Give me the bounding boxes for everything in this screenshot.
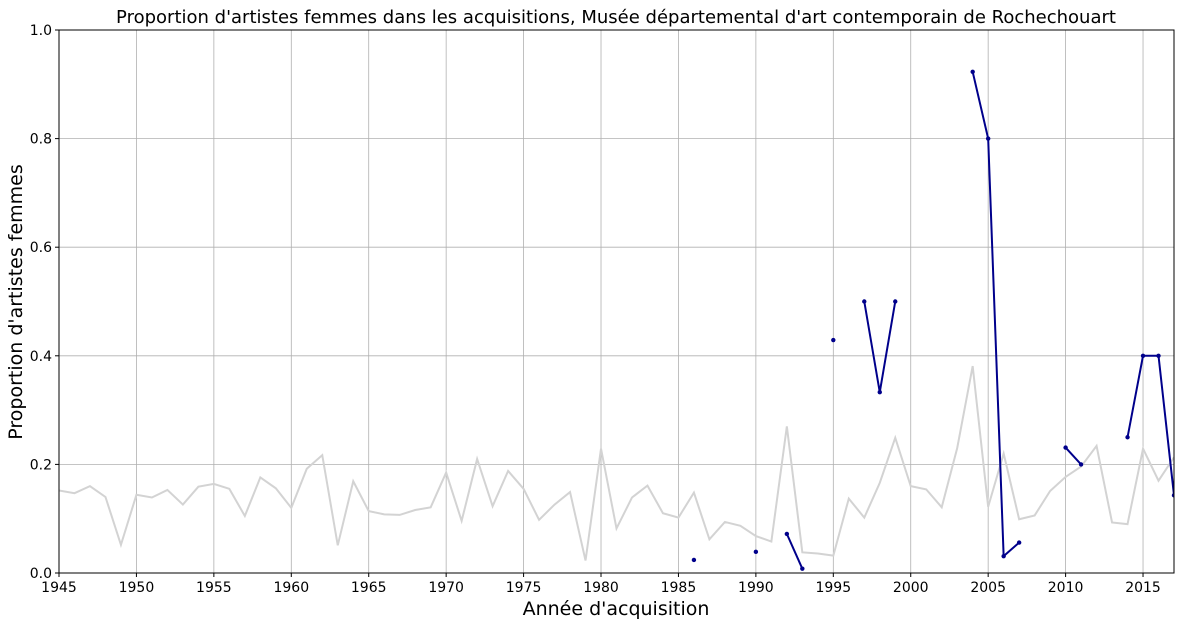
grid — [58, 29, 1174, 574]
x-tick-label: 2000 — [893, 580, 929, 596]
x-tick-label: 1960 — [273, 580, 309, 596]
x-tick-label: 1970 — [428, 580, 464, 596]
data-point — [1016, 540, 1022, 545]
data-point — [1125, 435, 1130, 440]
series-line-segment — [863, 301, 897, 393]
data-point — [893, 299, 898, 304]
data-point — [831, 337, 836, 343]
x-tick-label: 1980 — [583, 580, 619, 596]
plot-area — [59, 69, 1174, 571]
data-point — [1156, 353, 1161, 358]
data-point — [1140, 353, 1146, 358]
y-ticks: 0.0 0.2 0.4 0.6 0.8 1.0 — [30, 23, 59, 582]
x-tick-label: 1985 — [661, 580, 697, 596]
data-point — [1063, 445, 1068, 450]
y-tick-label: 0.6 — [30, 240, 52, 256]
x-tick-label: 1950 — [119, 580, 155, 596]
data-point — [800, 566, 805, 571]
x-tick-label: 1955 — [196, 580, 232, 596]
data-point — [862, 299, 867, 304]
series-line-segment — [971, 71, 1020, 559]
data-point — [1078, 462, 1084, 467]
x-tick-label: 1945 — [41, 580, 77, 596]
series-line-segment — [785, 533, 804, 570]
x-tick-label: 1975 — [506, 580, 542, 596]
data-point — [1001, 553, 1006, 559]
series-line-overall — [59, 365, 1174, 561]
y-tick-label: 1.0 — [30, 23, 52, 39]
x-tick-label: 1965 — [351, 580, 387, 596]
plot-lines — [59, 69, 1174, 571]
data-point — [1171, 493, 1174, 498]
data-point — [970, 69, 975, 75]
x-tick-label: 1990 — [738, 580, 774, 596]
data-point — [784, 531, 790, 537]
y-tick-label: 0.4 — [30, 349, 52, 365]
x-tick-label: 1995 — [815, 580, 851, 596]
x-axis-label: Année d'acquisition — [523, 598, 710, 620]
data-point — [985, 136, 991, 141]
y-tick-label: 0.8 — [30, 132, 52, 148]
data-point — [753, 549, 759, 555]
y-axis-label: Proportion d'artistes femmes — [5, 164, 27, 440]
data-point — [877, 389, 882, 395]
x-ticks: 1945 1950 1955 1960 1965 1970 1975 1980 1985 1990… — [41, 573, 1161, 596]
plot-frame — [58, 29, 1175, 574]
x-tick-label: 2010 — [1048, 580, 1084, 596]
y-tick-label: 0.2 — [30, 457, 52, 473]
x-tick-label: 2015 — [1125, 580, 1161, 596]
series-line-segment — [1064, 446, 1082, 466]
data-point — [691, 557, 697, 563]
y-tick-label: 0.0 — [30, 566, 52, 582]
series-line-segment — [1126, 354, 1174, 496]
x-tick-label: 2005 — [970, 580, 1006, 596]
chart-title: Proportion d'artistes femmes dans les ac… — [116, 7, 1116, 28]
